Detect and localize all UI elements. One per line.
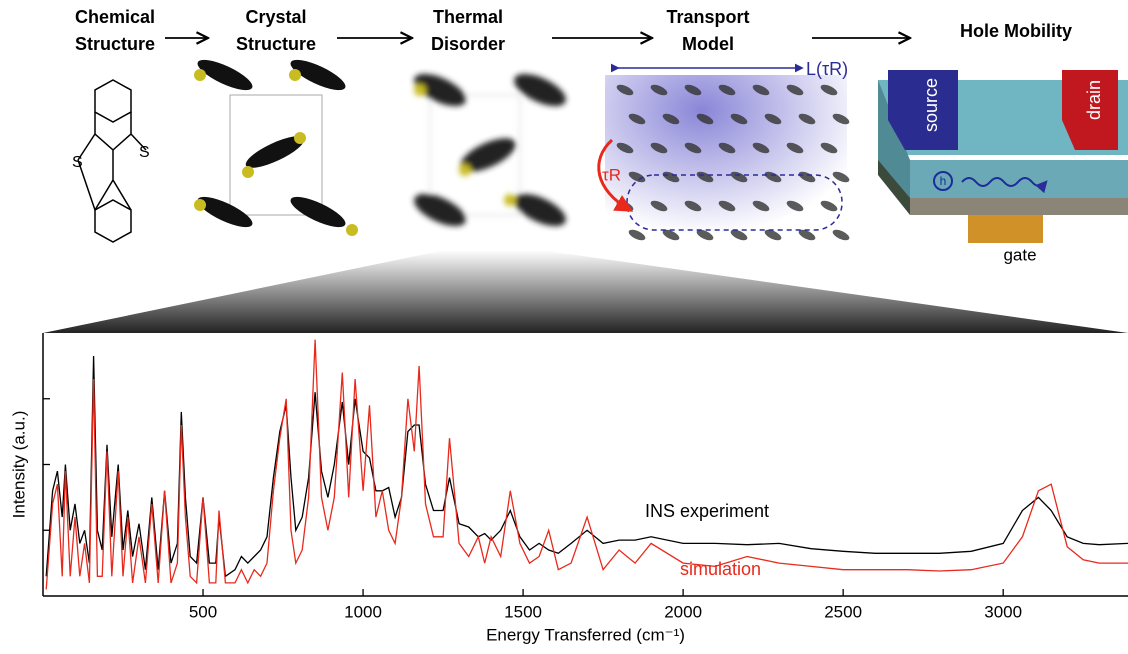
- x-tick-label: 1500: [504, 602, 542, 621]
- stage-label: Structure: [236, 34, 316, 54]
- series-label: INS experiment: [645, 501, 769, 521]
- x-tick-label: 2000: [664, 602, 702, 621]
- atom-label: S: [139, 144, 150, 161]
- figure: Chemical Structure Crystal Structure Thermal…: [0, 0, 1128, 654]
- hole-label: h: [940, 174, 947, 188]
- x-axis-label: Energy Transferred (cm⁻¹): [486, 625, 685, 644]
- series-label: simulation: [680, 559, 761, 579]
- stage-label: Transport: [666, 7, 749, 27]
- crystal: [194, 54, 358, 236]
- stage-label: Model: [682, 34, 734, 54]
- transport-model: [599, 68, 851, 253]
- x-tick-label: 1000: [344, 602, 382, 621]
- zoom-wedge: [43, 250, 1128, 333]
- thermal-disorder: [410, 67, 571, 232]
- chart: 500 1000 1500 2000 2500 3000 Energy Transferre…: [9, 333, 1128, 644]
- atom-label: S: [72, 154, 83, 171]
- stage-label: Disorder: [431, 34, 505, 54]
- source-label: source: [921, 78, 941, 132]
- stage-label: Structure: [75, 34, 155, 54]
- time-label: τR: [602, 165, 621, 184]
- x-tick-label: 500: [189, 602, 217, 621]
- drain-label: drain: [1084, 80, 1104, 120]
- stage-labels: Chemical Structure Crystal Structure Thermal…: [75, 7, 1072, 54]
- stage-label: Chemical: [75, 7, 155, 27]
- stage-label: Thermal: [433, 7, 503, 27]
- series-line: [46, 356, 1128, 576]
- stage-label: Crystal: [245, 7, 306, 27]
- molecule: [78, 80, 146, 242]
- y-axis-label: Intensity (a.u.): [9, 411, 28, 519]
- x-tick-label: 3000: [984, 602, 1022, 621]
- length-label: L(τR): [806, 59, 848, 79]
- x-tick-label: 2500: [824, 602, 862, 621]
- stage-label: Hole Mobility: [960, 21, 1072, 41]
- gate-label: gate: [1003, 245, 1036, 264]
